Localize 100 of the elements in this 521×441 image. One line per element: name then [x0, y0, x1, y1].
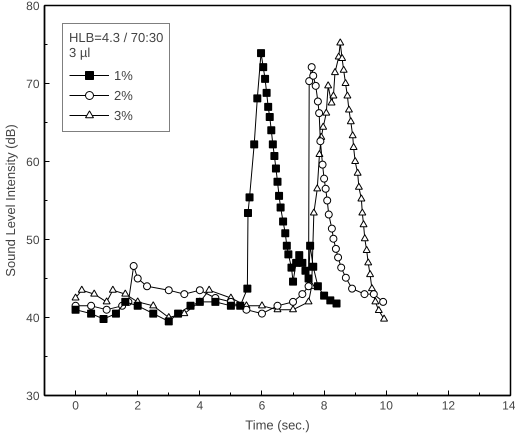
point	[305, 77, 314, 86]
point	[328, 98, 336, 106]
point	[143, 282, 152, 290]
point	[330, 68, 339, 76]
point	[360, 220, 368, 228]
point	[342, 78, 350, 86]
point	[348, 284, 356, 293]
point	[346, 117, 355, 124]
point	[78, 286, 86, 293]
point	[374, 306, 383, 313]
point	[267, 126, 276, 134]
x-tick-label: 8	[320, 398, 328, 412]
point	[306, 242, 314, 250]
point	[289, 278, 298, 286]
point	[320, 174, 328, 183]
point	[289, 305, 298, 312]
point	[196, 286, 204, 294]
point	[242, 306, 250, 314]
point	[246, 193, 254, 202]
point	[130, 262, 138, 270]
point	[272, 164, 280, 173]
point	[323, 196, 332, 204]
point	[322, 108, 330, 116]
point	[328, 224, 336, 233]
point	[257, 49, 266, 58]
point	[259, 63, 268, 72]
point	[112, 310, 120, 318]
point	[309, 262, 318, 271]
point	[262, 88, 271, 97]
point	[329, 91, 338, 98]
point	[364, 258, 372, 266]
point	[319, 122, 328, 130]
point	[304, 282, 313, 290]
point	[236, 302, 244, 310]
point	[338, 54, 346, 62]
point	[354, 168, 362, 176]
point	[87, 310, 96, 318]
point	[332, 244, 340, 253]
point	[354, 182, 363, 190]
point	[226, 302, 235, 310]
point	[149, 301, 158, 308]
point	[279, 218, 288, 226]
point	[284, 250, 292, 258]
point	[357, 194, 366, 202]
point	[348, 131, 357, 138]
point	[264, 102, 272, 111]
point	[358, 208, 366, 216]
point	[313, 184, 322, 192]
x-tick-label: 12	[442, 398, 456, 412]
y-tick-label: 60	[26, 155, 40, 169]
point	[72, 293, 80, 301]
x-tick-label: 0	[72, 398, 80, 412]
point	[360, 234, 369, 242]
y-tick-label: 70	[26, 77, 40, 91]
point	[174, 310, 182, 318]
point	[134, 302, 142, 310]
legend-label: 2%	[114, 88, 134, 102]
y-tick-label: 30	[26, 389, 40, 403]
legend-label: 3%	[114, 108, 134, 122]
point	[295, 251, 304, 260]
point	[121, 290, 130, 297]
point	[274, 178, 282, 186]
point	[270, 152, 278, 160]
point	[322, 184, 330, 193]
y-axis-title: Sound Level Intensity (dB)	[3, 124, 18, 277]
point	[342, 274, 350, 282]
x-tick-label: 14	[502, 398, 516, 412]
point	[134, 274, 142, 282]
point	[314, 97, 322, 106]
point	[281, 229, 290, 238]
y-tick-label: 40	[26, 311, 40, 325]
point	[258, 310, 266, 318]
point	[312, 82, 320, 90]
point	[268, 140, 277, 148]
point	[108, 286, 117, 293]
x-axis-title: Time (sec.)	[245, 418, 310, 432]
point	[336, 38, 344, 46]
x-tick-label: 4	[196, 398, 204, 412]
point	[253, 94, 262, 102]
point	[351, 156, 360, 164]
point	[310, 208, 318, 216]
point	[298, 290, 306, 298]
point	[360, 290, 368, 298]
x-tick-label: 10	[380, 398, 394, 412]
x-tick-label: 6	[258, 398, 266, 412]
point	[261, 74, 270, 83]
point	[164, 317, 173, 326]
y-tick-label: 50	[26, 233, 40, 247]
point	[276, 204, 285, 212]
point	[340, 66, 348, 73]
point	[334, 253, 342, 262]
point	[289, 298, 298, 306]
point	[320, 292, 328, 300]
point	[250, 140, 258, 148]
point	[318, 160, 327, 169]
point	[87, 302, 96, 310]
point	[316, 137, 324, 146]
point	[301, 266, 310, 275]
point	[149, 310, 158, 318]
point	[304, 297, 313, 304]
